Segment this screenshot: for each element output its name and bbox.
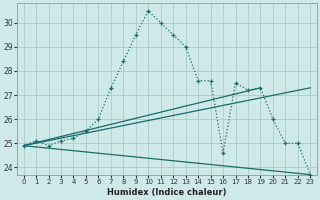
X-axis label: Humidex (Indice chaleur): Humidex (Indice chaleur) (107, 188, 227, 197)
